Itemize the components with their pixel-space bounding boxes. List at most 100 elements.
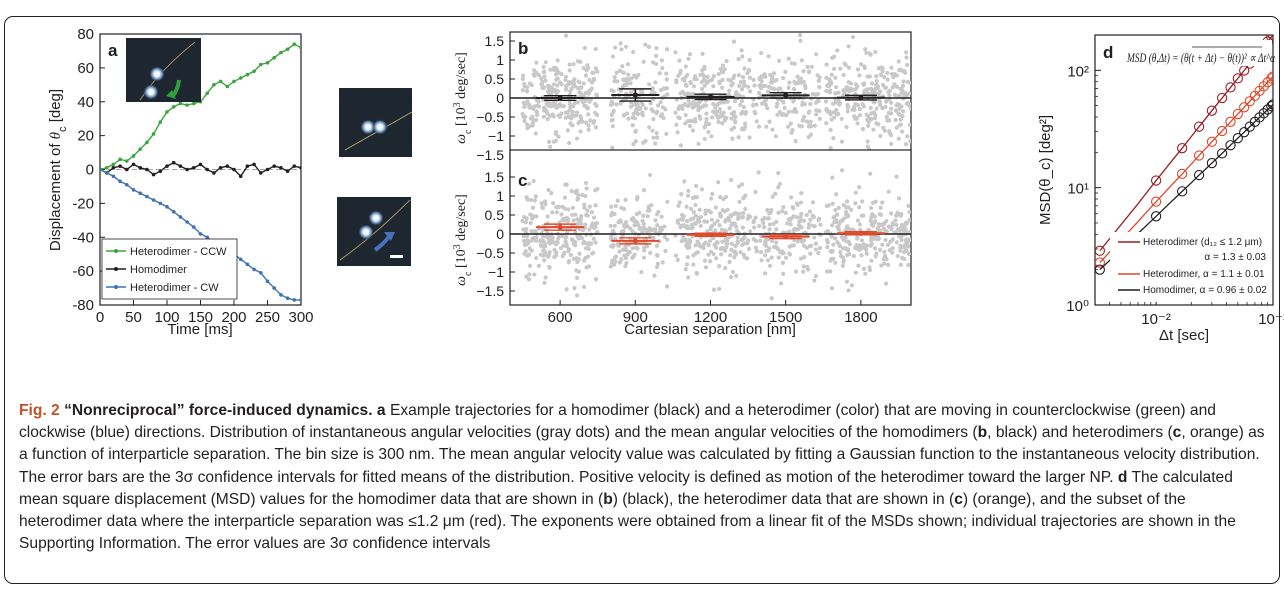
x-tick-label: 100 bbox=[154, 309, 179, 326]
scatter-point bbox=[859, 253, 864, 258]
scatter-point bbox=[794, 109, 799, 115]
scatter-point bbox=[786, 85, 791, 90]
scatter-point bbox=[654, 111, 659, 116]
scatter-point bbox=[865, 117, 870, 122]
scatter-point bbox=[828, 88, 833, 93]
scatter-point bbox=[868, 105, 873, 111]
data-point bbox=[165, 110, 169, 114]
scatter-point bbox=[788, 222, 793, 227]
scatter-point bbox=[624, 44, 629, 49]
data-point bbox=[1266, 101, 1273, 112]
panel-d-y-axis-label: MSD(θ_c) [deg²] bbox=[1037, 115, 1054, 225]
scatter-point bbox=[566, 247, 572, 252]
scatter-point bbox=[859, 62, 864, 67]
scatter-point bbox=[741, 79, 747, 84]
y-tick-label: −1.5 bbox=[476, 283, 504, 299]
scatter-point bbox=[880, 200, 885, 205]
data-point bbox=[1150, 211, 1162, 222]
scatter-point bbox=[818, 222, 823, 227]
data-point bbox=[131, 154, 136, 158]
scatter-point bbox=[575, 259, 580, 265]
scatter-point bbox=[833, 207, 838, 213]
data-point bbox=[111, 166, 116, 170]
scatter-point bbox=[527, 102, 532, 107]
scatter-point bbox=[808, 132, 814, 137]
scatter-point bbox=[882, 128, 887, 133]
scatter-point bbox=[756, 124, 762, 129]
scatter-point bbox=[674, 122, 679, 127]
scatter-point bbox=[845, 199, 850, 204]
scatter-point bbox=[884, 114, 889, 120]
scatter-point bbox=[581, 284, 586, 290]
scatter-point bbox=[844, 279, 850, 284]
scatter-point bbox=[547, 88, 553, 93]
scatter-point bbox=[907, 229, 911, 235]
scatter-point bbox=[594, 92, 599, 97]
scatter-point bbox=[720, 63, 726, 68]
scatter-point bbox=[824, 269, 830, 274]
scatter-point bbox=[711, 74, 716, 79]
scatter-point bbox=[554, 90, 559, 95]
panel-a-x-ticks: 0 50 100 150 200 250 300 bbox=[96, 300, 314, 326]
scatter-point bbox=[798, 200, 804, 205]
panel-c-label: c bbox=[518, 171, 527, 190]
scatter-point bbox=[619, 47, 624, 52]
scatter-point bbox=[520, 73, 526, 78]
scatter-point bbox=[673, 253, 679, 258]
scatter-point bbox=[815, 73, 820, 78]
scatter-point bbox=[863, 271, 868, 276]
scatter-point bbox=[695, 250, 701, 255]
scatter-point bbox=[857, 106, 862, 112]
panel-c-chart: −1.5−1−0.500.511.5 600 900 1200 1500 1800 c … bbox=[452, 149, 912, 338]
scatter-point bbox=[844, 85, 849, 90]
scatter-point bbox=[786, 217, 791, 222]
scatter-point bbox=[585, 208, 590, 213]
data-point bbox=[1150, 175, 1162, 186]
scatter-point bbox=[873, 113, 878, 118]
scatter-point bbox=[655, 261, 660, 266]
scatter-point bbox=[611, 89, 616, 94]
scatter-point bbox=[769, 86, 775, 91]
scatter-point bbox=[632, 73, 637, 78]
scatter-point bbox=[893, 108, 899, 113]
scatter-point bbox=[816, 78, 821, 83]
scatter-point bbox=[673, 110, 678, 115]
data-point bbox=[265, 167, 270, 172]
scatter-point bbox=[704, 79, 709, 84]
scatter-point bbox=[680, 106, 685, 112]
scatter-point bbox=[656, 103, 661, 108]
x-tick-label: 300 bbox=[288, 309, 313, 326]
scatter-point bbox=[733, 114, 738, 120]
y-tick-label: -80 bbox=[72, 297, 94, 314]
scatter-point bbox=[730, 81, 735, 86]
scatter-point bbox=[778, 86, 783, 91]
scatter-point bbox=[653, 53, 659, 59]
scatter-point bbox=[790, 109, 795, 114]
mean-point bbox=[707, 94, 714, 100]
scatter-point bbox=[583, 180, 589, 186]
scatter-point bbox=[754, 102, 759, 107]
scatter-point bbox=[731, 221, 736, 226]
scatter-point bbox=[635, 194, 640, 200]
scatter-point bbox=[639, 270, 644, 275]
scatter-point bbox=[816, 218, 821, 223]
scatter-point bbox=[522, 242, 528, 248]
scatter-point bbox=[661, 86, 666, 91]
scatter-point bbox=[549, 191, 554, 196]
scatter-point bbox=[875, 86, 880, 91]
scatter-point bbox=[715, 218, 720, 224]
scatter-point bbox=[641, 59, 646, 64]
data-point bbox=[1239, 127, 1250, 138]
scatter-point bbox=[791, 214, 796, 219]
scatter-point bbox=[833, 236, 838, 241]
scatter-point bbox=[563, 110, 569, 115]
scatter-point bbox=[646, 44, 652, 49]
scatter-point bbox=[699, 86, 705, 92]
scatter-point bbox=[747, 57, 752, 63]
scatter-point bbox=[727, 235, 732, 240]
scatter-point bbox=[709, 196, 714, 201]
scatter-point bbox=[701, 242, 707, 247]
scatter-point bbox=[757, 223, 762, 229]
scatter-point bbox=[763, 74, 768, 79]
legend-item-homodimer: Homodimer bbox=[106, 264, 187, 276]
